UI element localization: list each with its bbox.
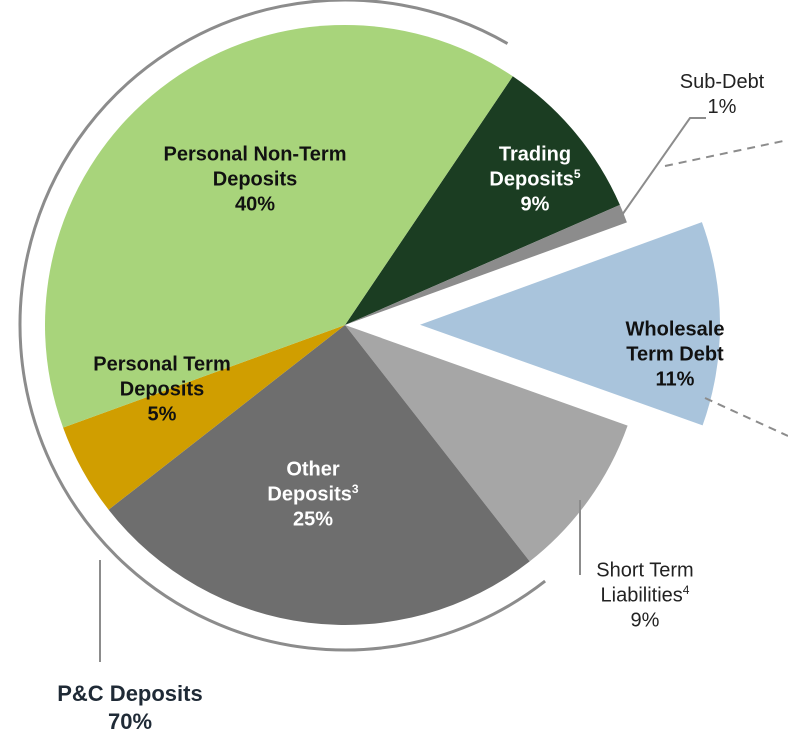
group-value: 70% [107,709,153,734]
group-arc [18,0,547,652]
slice-name: Other Deposits [267,458,352,506]
slice-name: Personal Term Deposits [93,353,231,401]
pie-slice [345,204,627,325]
slice-name: Short Term Liabilities [596,559,694,607]
slice-value: 9% [520,193,550,216]
slice-label: Sub-Debt 1% [667,70,777,120]
dashed-leader [664,139,788,167]
leaders [99,117,788,662]
slice-value: 1% [707,96,737,118]
slice-label: Short Term Liabilities4 9% [560,559,730,634]
slice-name: Wholesale Term Debt [625,318,725,366]
pie-slice [419,222,720,426]
slice-label: Other Deposits3 25% [248,458,378,533]
slice-label: Personal Term Deposits 5% [57,353,267,428]
group-name: P&C Deposits [57,681,203,706]
slice-name: Sub-Debt [679,71,765,93]
footnote: 3 [351,481,359,496]
slice-label: Trading Deposits5 9% [480,143,590,218]
slice-value: 11% [655,368,695,391]
pie-slice [63,325,345,510]
sub-debt-leader [621,117,706,216]
slice-value: 9% [630,609,660,632]
slice-name: Personal Non-Term Deposits [163,143,347,191]
pie-slice [345,76,620,325]
footnote: 5 [573,166,581,181]
slice-value: 40% [234,193,276,216]
pie-slice [44,24,513,428]
slice-name: Trading Deposits [489,143,574,191]
pie-slice [108,325,530,625]
pie-slice [345,325,628,562]
slice-value: 5% [147,403,177,426]
slice-label: Personal Non-Term Deposits 40% [145,143,365,218]
dashed-leader [704,397,788,437]
slice-value: 25% [292,508,334,531]
slice-label: Wholesale Term Debt 11% [600,318,750,393]
group-label: P&C Deposits 70% [0,680,260,736]
footnote: 4 [682,582,690,597]
